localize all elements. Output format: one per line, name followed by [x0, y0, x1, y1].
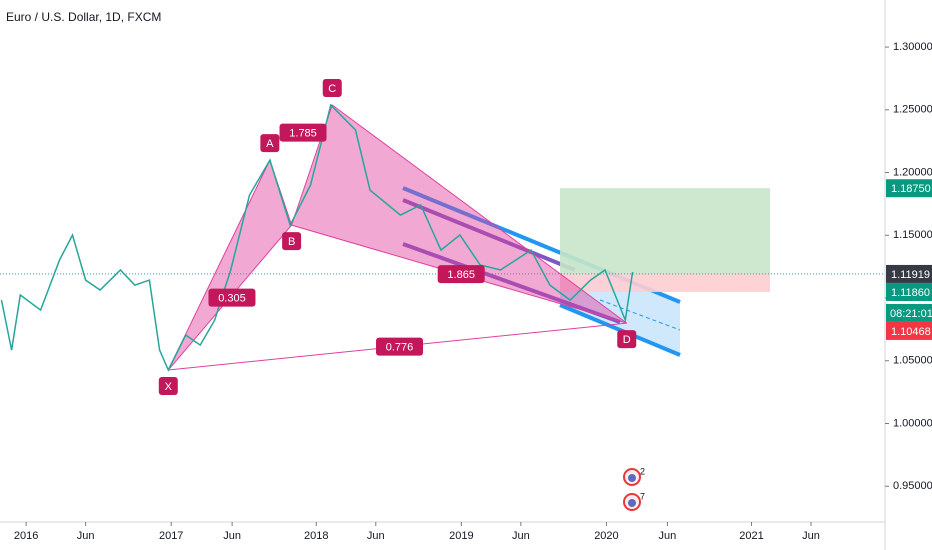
- price-label: 1.11919: [891, 269, 930, 281]
- pattern-ratio-box: [376, 337, 424, 356]
- pattern-point-label: C: [328, 83, 336, 95]
- x-tick-label: 2021: [739, 530, 763, 542]
- pattern-point-label: B: [288, 236, 295, 248]
- price-line: [0, 103, 634, 372]
- x-tick-label: 2020: [594, 530, 618, 542]
- price-label-box: [886, 282, 932, 301]
- y-tick-label: 1.30000: [893, 41, 932, 53]
- y-tick-label: 1.00000: [893, 417, 932, 429]
- pattern-ratio: 0.305: [218, 292, 246, 304]
- x-tick-label: 2017: [159, 530, 183, 542]
- pattern-point-label: D: [623, 334, 631, 346]
- channel-mid: [599, 299, 681, 331]
- x-tick-label: Jun: [659, 530, 677, 542]
- event-icon-inner: [628, 474, 636, 482]
- pattern-ratio: 0.776: [386, 341, 414, 353]
- y-tick-label: 1.15000: [893, 229, 932, 241]
- take-profit-zone: [560, 188, 770, 274]
- y-tick-label: 1.05000: [893, 355, 932, 367]
- event-icon-inner: [628, 499, 636, 507]
- pattern-point-label-box: [322, 79, 342, 98]
- x-tick-label: 2019: [449, 530, 473, 542]
- x-tick-label: Jun: [802, 530, 820, 542]
- channel-line: [402, 198, 576, 272]
- price-label: 1.18750: [891, 183, 931, 195]
- pattern-point-label-box: [617, 330, 637, 349]
- pattern-ratio: 1.865: [447, 269, 475, 281]
- pattern-ratio-box: [208, 288, 256, 307]
- chart-title: Euro / U.S. Dollar, 1D, FXCM: [6, 10, 161, 24]
- y-tick-label: 1.25000: [893, 104, 932, 116]
- price-label: 1.10468: [891, 326, 931, 338]
- channel-line: [559, 303, 681, 357]
- x-tick-label: 2018: [304, 530, 328, 542]
- channel-line: [402, 242, 621, 324]
- pattern-point-label-box: [260, 134, 280, 153]
- price-label-box: [886, 264, 932, 283]
- pattern-ratio: 1.785: [289, 127, 317, 139]
- event-count: 7: [640, 491, 645, 501]
- pattern-ratio-box: [279, 123, 327, 142]
- pattern-ratio-box: [437, 265, 485, 284]
- y-tick-label: 0.95000: [893, 480, 932, 492]
- countdown-box: [886, 303, 932, 322]
- pattern-point-label: A: [266, 138, 274, 150]
- event-count: 2: [640, 466, 645, 476]
- pattern-point-label: X: [165, 381, 173, 393]
- x-tick-label: Jun: [77, 530, 95, 542]
- price-label-box: [886, 321, 932, 340]
- drawings: [402, 186, 770, 357]
- x-tick-label: 2016: [14, 530, 38, 542]
- x-tick-label: Jun: [512, 530, 530, 542]
- price-label: 1.11860: [891, 287, 930, 299]
- pattern-point-label-box: [282, 232, 302, 251]
- countdown: 08:21:01: [890, 308, 932, 320]
- stop-loss-zone: [560, 273, 770, 292]
- x-tick-label: Jun: [367, 530, 385, 542]
- pattern-point-label-box: [158, 377, 178, 396]
- price-label-box: [886, 179, 932, 198]
- x-tick-label: Jun: [223, 530, 241, 542]
- y-tick-label: 1.20000: [893, 166, 932, 178]
